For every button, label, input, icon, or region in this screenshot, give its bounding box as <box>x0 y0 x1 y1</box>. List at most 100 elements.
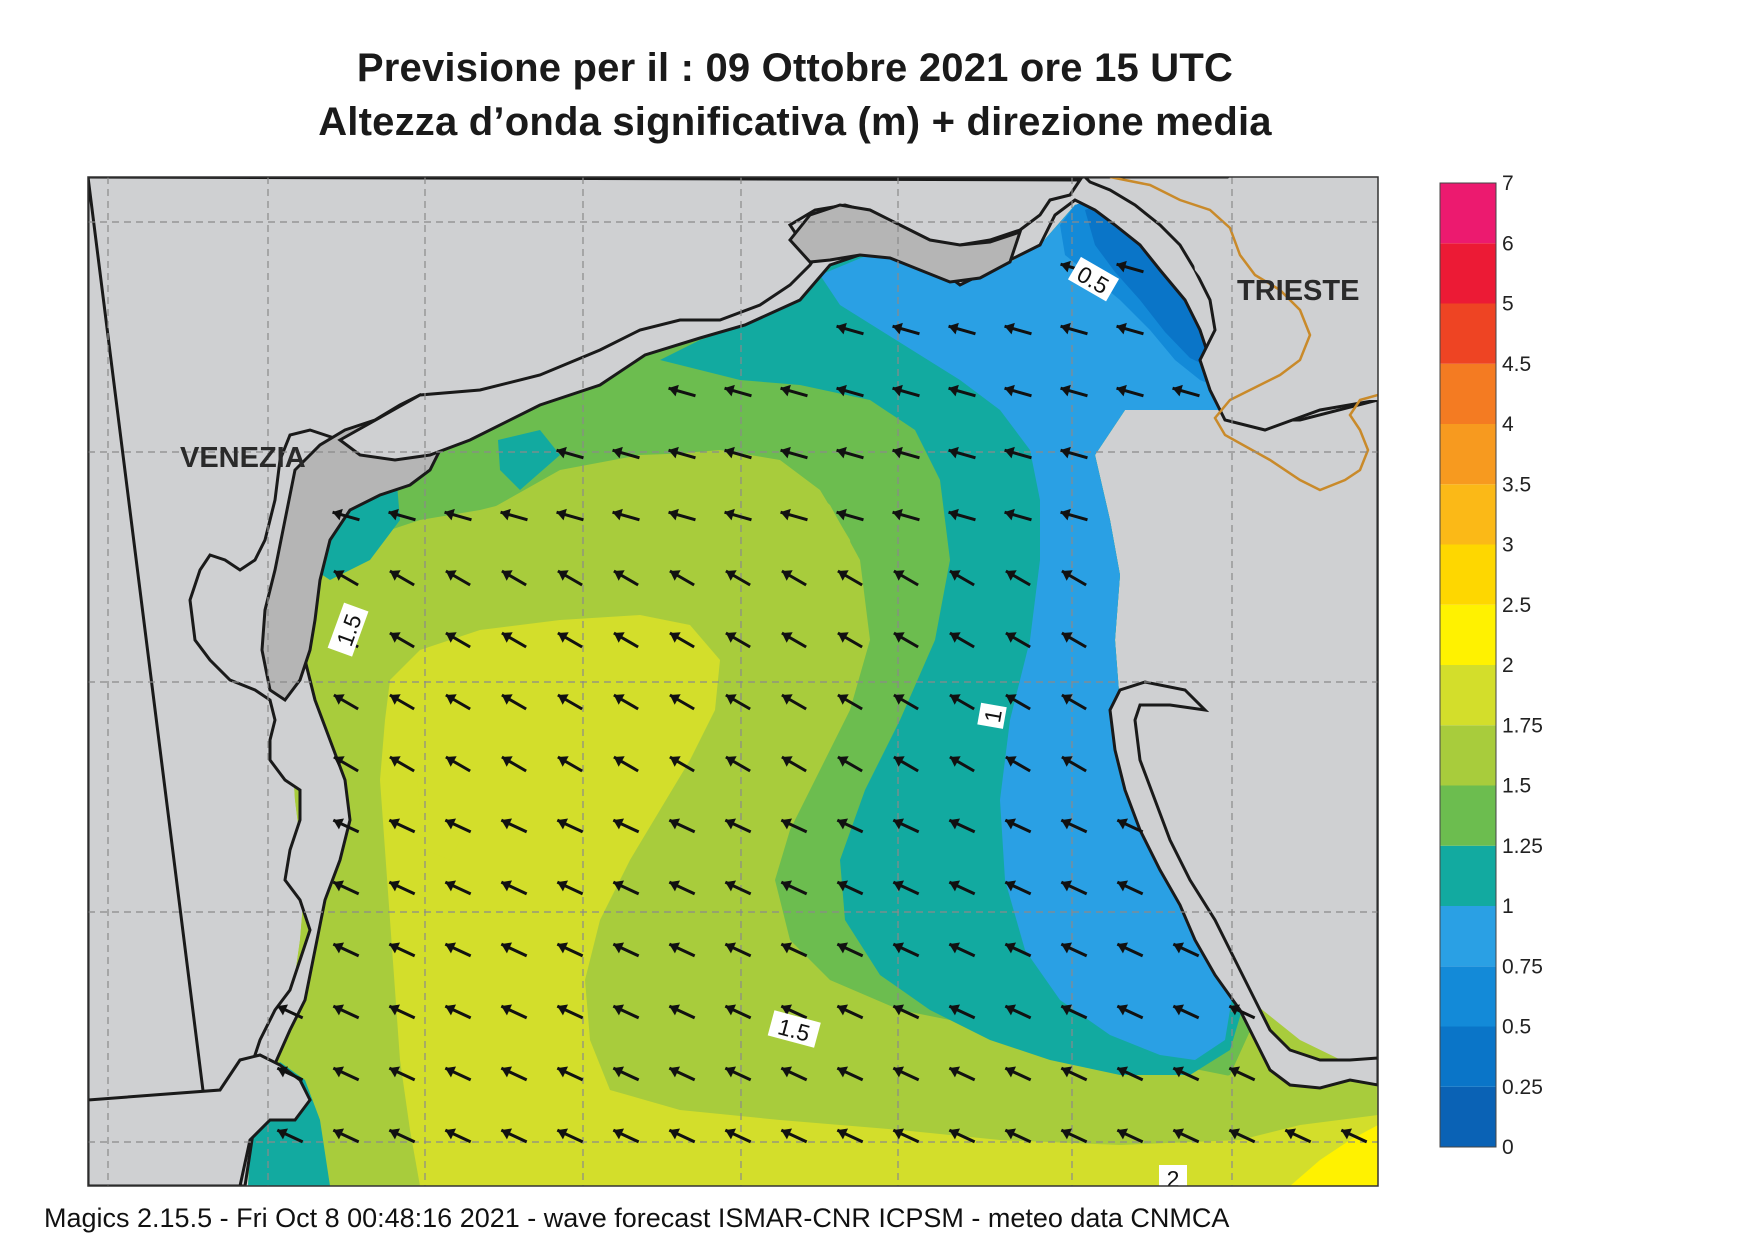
wave-arrow-head <box>781 818 793 830</box>
wave-arrow-head <box>1005 942 1017 954</box>
wave-arrow-head <box>613 942 625 954</box>
wave-arrow <box>836 322 864 336</box>
wave-arrow-head <box>893 942 905 954</box>
wave-arrow-head <box>445 570 457 581</box>
wave-arrow <box>612 446 640 460</box>
contour-label-1: 1 <box>977 702 1007 729</box>
wave-arrow-head <box>1061 1128 1073 1140</box>
colorbar-tick-label: 5 <box>1502 293 1514 316</box>
wave-arrow <box>669 693 695 711</box>
wave-arrow-head <box>669 1004 681 1016</box>
wave-arrow-head <box>277 1066 289 1078</box>
wave-arrow-head <box>948 384 959 397</box>
wave-arrow <box>780 818 808 834</box>
colorbar-tick-label: 2 <box>1502 654 1514 677</box>
wave-arrow <box>445 693 471 711</box>
wave-arrow <box>893 569 919 587</box>
sea-band-2-2.5 <box>1290 1125 1378 1186</box>
wave-arrow-head <box>445 1066 457 1078</box>
wave-arrow <box>1060 508 1088 522</box>
wave-arrow <box>780 384 808 398</box>
wave-arrow-head <box>725 942 737 954</box>
wave-arrow-head <box>948 446 959 459</box>
po-delta-land <box>88 1053 312 1186</box>
wave-arrow-head <box>557 756 569 767</box>
wave-arrow <box>837 569 863 587</box>
wave-arrow <box>836 818 864 834</box>
wave-arrow-head <box>1116 260 1127 273</box>
wave-arrow-head <box>1060 322 1071 335</box>
wave-arrow-head <box>557 694 569 705</box>
wave-arrow-head <box>781 632 793 643</box>
wave-arrow <box>724 446 752 460</box>
wave-arrow-head <box>1285 1128 1297 1140</box>
wave-arrow-head <box>1060 508 1071 521</box>
wave-arrow-head <box>389 880 401 892</box>
wave-arrow-head <box>333 1004 345 1016</box>
wave-arrow <box>500 1066 528 1082</box>
wave-arrow <box>445 755 471 773</box>
wave-arrow <box>557 631 583 649</box>
wave-arrow-head <box>949 942 961 954</box>
wave-arrow-head <box>724 446 735 459</box>
wave-arrow <box>388 1128 416 1144</box>
wave-arrow <box>668 942 696 958</box>
colorbar-segment <box>1440 243 1496 304</box>
grid-lines <box>88 177 1378 1186</box>
wave-arrow-head <box>1173 1066 1185 1078</box>
wave-arrow-head <box>724 508 735 521</box>
wave-arrow <box>613 693 639 711</box>
colorbar-segment <box>1440 363 1496 424</box>
wave-arrow <box>780 446 808 460</box>
wave-arrow <box>1060 1066 1088 1082</box>
wave-arrow <box>1061 631 1087 649</box>
wave-arrow-head <box>445 1004 457 1016</box>
wave-arrow-head <box>725 1004 737 1016</box>
wave-arrow-head <box>837 756 849 767</box>
wave-arrow-head <box>445 818 457 830</box>
wave-arrow-head <box>725 880 737 892</box>
wave-arrow-head <box>1005 570 1017 581</box>
wave-arrow-head <box>444 508 455 521</box>
wave-arrow <box>333 755 359 773</box>
wave-arrow-head <box>669 1066 681 1078</box>
wave-arrow <box>501 693 527 711</box>
wave-arrow <box>445 569 471 587</box>
wave-arrow-head <box>1061 942 1073 954</box>
wave-arrow <box>780 508 808 522</box>
wave-arrow-head <box>893 880 905 892</box>
wave-arrow <box>276 1004 304 1020</box>
wave-arrow <box>1172 1004 1200 1020</box>
wave-arrow <box>669 631 695 649</box>
wave-arrow <box>836 1066 864 1082</box>
wave-arrow <box>724 942 752 958</box>
wave-arrow <box>949 569 975 587</box>
wave-arrow-head <box>557 1128 569 1140</box>
colorbar-segment <box>1440 303 1496 364</box>
wave-arrow-head <box>445 694 457 705</box>
wave-arrow-head <box>669 1128 681 1140</box>
wave-arrow <box>892 446 920 460</box>
map-title-line1: Previsione per il : 09 Ottobre 2021 ore … <box>356 46 1234 90</box>
wave-arrow <box>556 1128 584 1144</box>
contour-label-1.5-south: 1.5 <box>767 1010 821 1048</box>
sea-band-1-1.25-west2 <box>498 430 560 490</box>
wave-arrow-head <box>669 756 681 767</box>
wave-arrow-head <box>893 632 905 643</box>
wave-arrow <box>836 1004 864 1020</box>
wave-arrow <box>1060 880 1088 896</box>
wave-arrow-head <box>892 322 903 335</box>
wave-arrow <box>893 631 919 649</box>
wave-arrow <box>612 942 640 958</box>
wave-arrow <box>1172 1128 1200 1144</box>
wave-arrow <box>333 569 359 587</box>
wave-arrow <box>780 942 808 958</box>
colorbar-tick-label: 0.25 <box>1502 1076 1543 1099</box>
wave-arrow <box>725 755 751 773</box>
colorbar-tick-label: 1.75 <box>1502 714 1543 737</box>
wave-arrow <box>500 1128 528 1144</box>
wave-arrow <box>444 818 472 834</box>
wave-arrow <box>781 755 807 773</box>
wave-arrow <box>892 818 920 834</box>
wave-arrow-head <box>837 1128 849 1140</box>
